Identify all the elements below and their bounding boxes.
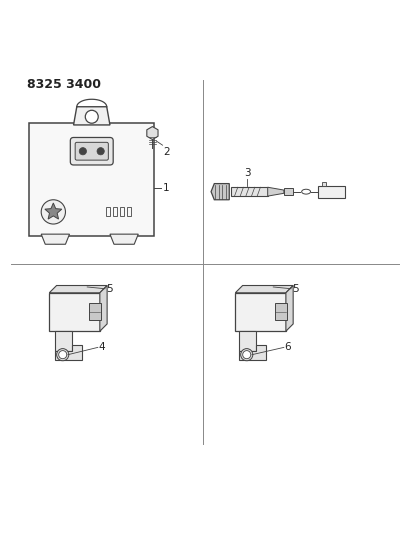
Text: 3: 3 xyxy=(243,167,250,177)
Polygon shape xyxy=(45,203,62,219)
Circle shape xyxy=(79,148,86,155)
Bar xyxy=(283,189,292,195)
Bar xyxy=(231,187,267,196)
Bar xyxy=(239,331,256,351)
FancyBboxPatch shape xyxy=(29,123,154,236)
Polygon shape xyxy=(73,107,110,125)
Polygon shape xyxy=(267,187,283,196)
Circle shape xyxy=(85,110,98,123)
Polygon shape xyxy=(235,286,292,293)
Bar xyxy=(106,207,110,216)
Bar xyxy=(127,207,130,216)
Polygon shape xyxy=(49,286,107,293)
Text: 8325 3400: 8325 3400 xyxy=(27,78,101,92)
Circle shape xyxy=(242,351,250,359)
Text: 1: 1 xyxy=(162,183,169,192)
Polygon shape xyxy=(100,286,107,331)
Polygon shape xyxy=(55,345,81,360)
Circle shape xyxy=(240,349,252,361)
Text: 5: 5 xyxy=(106,284,112,294)
FancyBboxPatch shape xyxy=(70,138,113,165)
Text: 6: 6 xyxy=(284,342,290,352)
Bar xyxy=(317,185,344,198)
Bar xyxy=(321,182,326,185)
Text: 2: 2 xyxy=(163,147,170,157)
Polygon shape xyxy=(110,234,138,244)
Polygon shape xyxy=(239,345,265,360)
Circle shape xyxy=(56,349,69,361)
FancyBboxPatch shape xyxy=(75,142,108,160)
Circle shape xyxy=(58,351,67,359)
Bar xyxy=(274,303,286,320)
Circle shape xyxy=(41,200,65,224)
Bar xyxy=(120,207,124,216)
Polygon shape xyxy=(285,286,292,331)
Text: 4: 4 xyxy=(99,342,105,352)
Bar xyxy=(235,293,285,331)
Polygon shape xyxy=(41,234,70,244)
Circle shape xyxy=(97,148,104,155)
Text: 5: 5 xyxy=(291,284,298,294)
Bar xyxy=(113,207,117,216)
Bar xyxy=(88,303,100,320)
Bar xyxy=(55,331,72,351)
Polygon shape xyxy=(211,183,229,200)
Bar xyxy=(49,293,100,331)
